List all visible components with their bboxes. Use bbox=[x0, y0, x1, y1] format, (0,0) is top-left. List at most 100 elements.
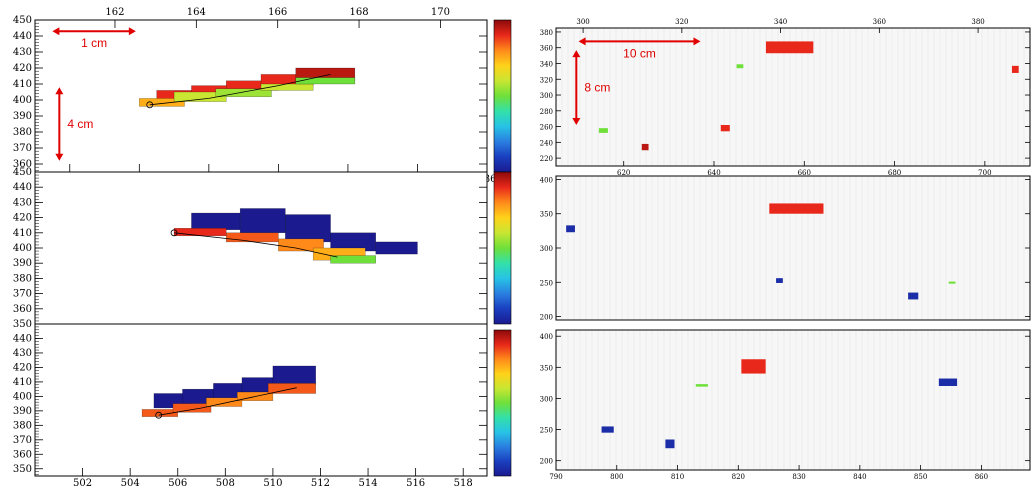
hit-cell bbox=[948, 281, 956, 284]
x-tick-label: 620 bbox=[617, 169, 630, 177]
x2-tick-label: 380 bbox=[971, 18, 984, 26]
hit-cell bbox=[765, 41, 814, 54]
y-tick-label: 360 bbox=[13, 304, 32, 315]
arrow-head bbox=[578, 37, 586, 46]
arrow-head bbox=[128, 27, 136, 36]
panel-left-top: 3603703803904004104204304404506246266286… bbox=[13, 7, 512, 185]
y-tick-label: 400 bbox=[540, 176, 553, 184]
y-tick-label: 410 bbox=[13, 79, 32, 90]
y-tick-label: 300 bbox=[540, 245, 553, 253]
y-tick-label: 380 bbox=[13, 420, 32, 431]
y-tick-label: 300 bbox=[540, 395, 553, 403]
x-tick-label: 700 bbox=[978, 169, 991, 177]
y-tick-label: 370 bbox=[13, 435, 32, 446]
y-tick-label: 360 bbox=[13, 449, 32, 460]
x2-tick-label: 320 bbox=[675, 18, 688, 26]
panel-right-top: 220 240 260 280 300 320 340 360 380 620 640 660 680 7… bbox=[540, 18, 1031, 177]
hit-cell bbox=[261, 84, 314, 91]
y-tick-label: 350 bbox=[13, 464, 32, 475]
x-tick-label: 840 bbox=[853, 473, 866, 481]
hit-cell bbox=[240, 208, 286, 233]
plot-area bbox=[556, 176, 1030, 320]
y-tick-label: 440 bbox=[13, 31, 32, 42]
hit-cell bbox=[695, 384, 708, 387]
hit-cell bbox=[330, 232, 376, 252]
y-tick-label: 380 bbox=[13, 127, 32, 138]
x-tick-label: 640 bbox=[707, 169, 720, 177]
y-tick-label: 440 bbox=[13, 182, 32, 193]
hit-cell bbox=[278, 238, 324, 252]
hit-cell bbox=[566, 225, 575, 233]
hit-outline bbox=[206, 397, 243, 407]
y-tick-label: 400 bbox=[13, 391, 32, 402]
y-tick-label: 370 bbox=[13, 289, 32, 300]
hit-cell bbox=[295, 77, 355, 84]
y-tick-label: 360 bbox=[540, 45, 553, 53]
y-tick-label: 390 bbox=[13, 258, 32, 269]
hit-outline bbox=[215, 88, 272, 98]
x2-tick-label: 300 bbox=[576, 18, 589, 26]
arrow-head bbox=[572, 117, 581, 125]
y-tick-label: 430 bbox=[13, 197, 32, 208]
x2-tick-label: 162 bbox=[105, 7, 124, 18]
y-tick-label: 350 bbox=[540, 364, 553, 372]
hit-cell bbox=[285, 214, 331, 242]
hit-outline bbox=[139, 98, 185, 107]
hit-outline bbox=[330, 255, 376, 264]
scale-label: 10 cm bbox=[623, 46, 656, 60]
hit-cell bbox=[741, 359, 766, 374]
plot-area bbox=[556, 330, 1030, 470]
hit-cell bbox=[1011, 65, 1019, 73]
plot-frame bbox=[34, 323, 488, 477]
y-tick-label: 350 bbox=[540, 211, 553, 219]
y-tick-label: 410 bbox=[13, 228, 32, 239]
y-tick-label: 220 bbox=[540, 155, 553, 163]
hit-cell bbox=[375, 241, 418, 255]
hit-cell bbox=[191, 213, 241, 230]
hit-outline bbox=[267, 383, 316, 394]
hit-cell bbox=[174, 92, 227, 102]
y-tick-label: 240 bbox=[540, 139, 553, 147]
x2-tick-label: 166 bbox=[268, 7, 287, 18]
hit-outline bbox=[375, 241, 418, 255]
hit-cell bbox=[174, 228, 227, 236]
x-tick-label: 506 bbox=[168, 478, 187, 486]
arrow-head bbox=[55, 153, 64, 161]
panel-right-bottom: 200 250 300 350 400 790 800 810 820 830 840 850 860 bbox=[540, 329, 1031, 481]
x-tick-label: 680 bbox=[888, 169, 901, 177]
scale-label: 1 cm bbox=[81, 36, 107, 50]
y-tick-label: 370 bbox=[13, 143, 32, 154]
y-tick-label: 420 bbox=[13, 213, 32, 224]
y-tick-label: 430 bbox=[13, 348, 32, 359]
track-line bbox=[149, 74, 331, 106]
hit-cell bbox=[206, 397, 242, 407]
y-tick-label: 400 bbox=[540, 333, 553, 341]
scale-label: 8 cm bbox=[584, 81, 610, 95]
x2-tick-label: 168 bbox=[350, 7, 369, 18]
colorbar bbox=[493, 19, 512, 173]
hit-cell bbox=[736, 64, 744, 69]
y-tick-label: 390 bbox=[13, 111, 32, 122]
hit-cell bbox=[720, 124, 730, 132]
x-tick-label: 850 bbox=[914, 473, 927, 481]
hit-cell bbox=[226, 232, 279, 242]
hit-cell bbox=[272, 365, 316, 385]
x2-tick-label: 170 bbox=[431, 7, 450, 18]
y-tick-label: 250 bbox=[540, 279, 553, 287]
y-tick-label: 430 bbox=[13, 47, 32, 58]
arrow-head bbox=[52, 27, 60, 36]
y-tick-label: 350 bbox=[13, 319, 32, 330]
hit-cell bbox=[142, 409, 178, 417]
hit-outline bbox=[278, 238, 324, 252]
y-tick-label: 420 bbox=[13, 362, 32, 373]
y-tick-label: 410 bbox=[13, 377, 32, 388]
hit-outline bbox=[172, 403, 212, 413]
hit-cell bbox=[139, 98, 185, 107]
vertex-marker bbox=[146, 101, 154, 109]
panel-right-middle: 200 250 300 350 400 bbox=[540, 175, 1031, 322]
track-line bbox=[158, 387, 297, 416]
hit-outline bbox=[141, 409, 178, 417]
arrow-head bbox=[55, 87, 64, 95]
hit-outline bbox=[295, 77, 356, 85]
